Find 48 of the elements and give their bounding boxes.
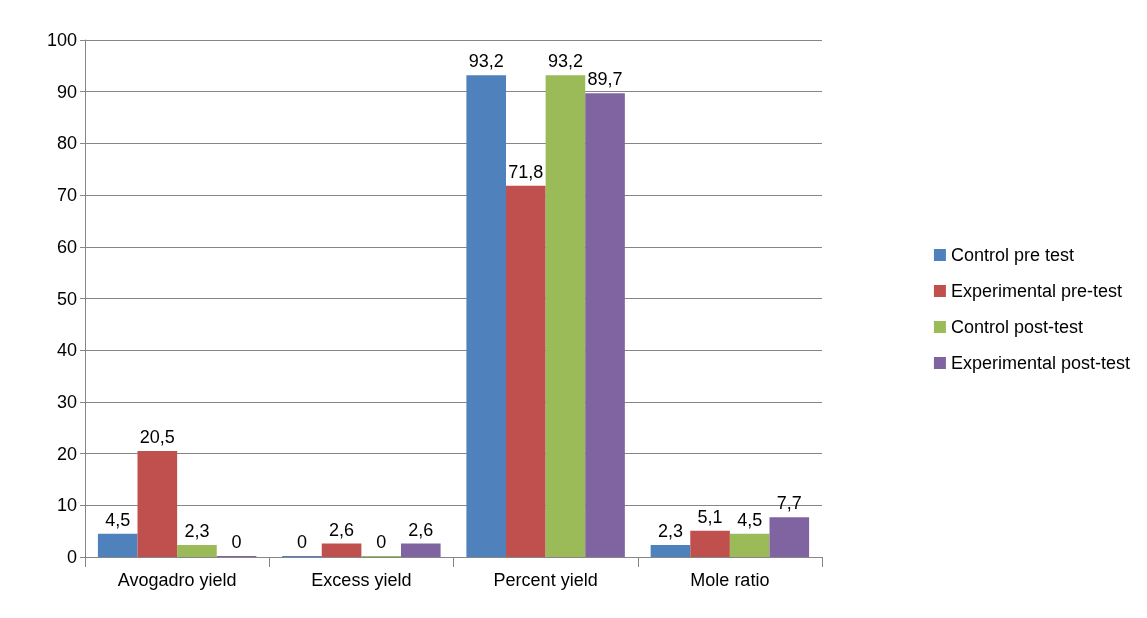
y-tick-label: 100 xyxy=(46,30,77,50)
legend-label: Experimental post-test xyxy=(950,353,1130,373)
y-tick-label: 0 xyxy=(66,547,77,567)
y-tick-label: 60 xyxy=(56,236,77,257)
bar xyxy=(97,533,138,557)
x-tick-label: Mole ratio xyxy=(690,570,770,590)
y-tick-label: 10 xyxy=(56,495,77,516)
data-label: 89,7 xyxy=(587,69,623,90)
x-tick-label: Avogadro yield xyxy=(117,570,237,590)
data-label: 2,3 xyxy=(657,521,683,542)
data-label: 93,2 xyxy=(547,51,583,72)
y-tick-label: 90 xyxy=(56,81,77,102)
bar xyxy=(650,545,691,557)
y-tick-label: 80 xyxy=(56,133,77,154)
data-label: 7,7 xyxy=(776,493,802,514)
data-label: 2,6 xyxy=(329,519,355,540)
bar xyxy=(545,75,586,557)
data-label: 0 xyxy=(296,532,307,552)
data-label: 93,2 xyxy=(468,51,504,72)
bar xyxy=(466,75,507,557)
x-tick-label: Percent yield xyxy=(493,570,598,590)
legend-label: Control pre test xyxy=(950,245,1074,265)
data-label: 71,8 xyxy=(508,161,544,182)
bar xyxy=(769,517,810,557)
data-label: 2,3 xyxy=(184,521,210,542)
y-tick-label: 20 xyxy=(56,443,77,464)
bar xyxy=(177,545,217,557)
bar xyxy=(506,185,546,557)
bar xyxy=(729,533,770,557)
y-tick-label: 40 xyxy=(56,340,77,361)
data-label: 2,6 xyxy=(408,519,434,540)
legend-label: Experimental pre-test xyxy=(950,281,1122,301)
bar xyxy=(400,543,441,557)
data-label: 5,1 xyxy=(697,506,723,527)
bar xyxy=(585,93,625,557)
legend-label: Control post-test xyxy=(950,317,1083,337)
data-label: 0 xyxy=(376,532,387,552)
data-label: 4,5 xyxy=(105,509,131,530)
bar xyxy=(690,530,730,557)
bar xyxy=(321,543,362,557)
bar xyxy=(137,451,178,557)
data-label: 20,5 xyxy=(139,427,175,448)
y-tick-label: 30 xyxy=(56,391,77,412)
y-tick-label: 50 xyxy=(56,288,77,309)
x-tick-label: Excess yield xyxy=(311,570,412,590)
data-label: 4,5 xyxy=(737,509,763,530)
data-label: 0 xyxy=(231,532,242,552)
y-tick-label: 70 xyxy=(56,185,77,206)
